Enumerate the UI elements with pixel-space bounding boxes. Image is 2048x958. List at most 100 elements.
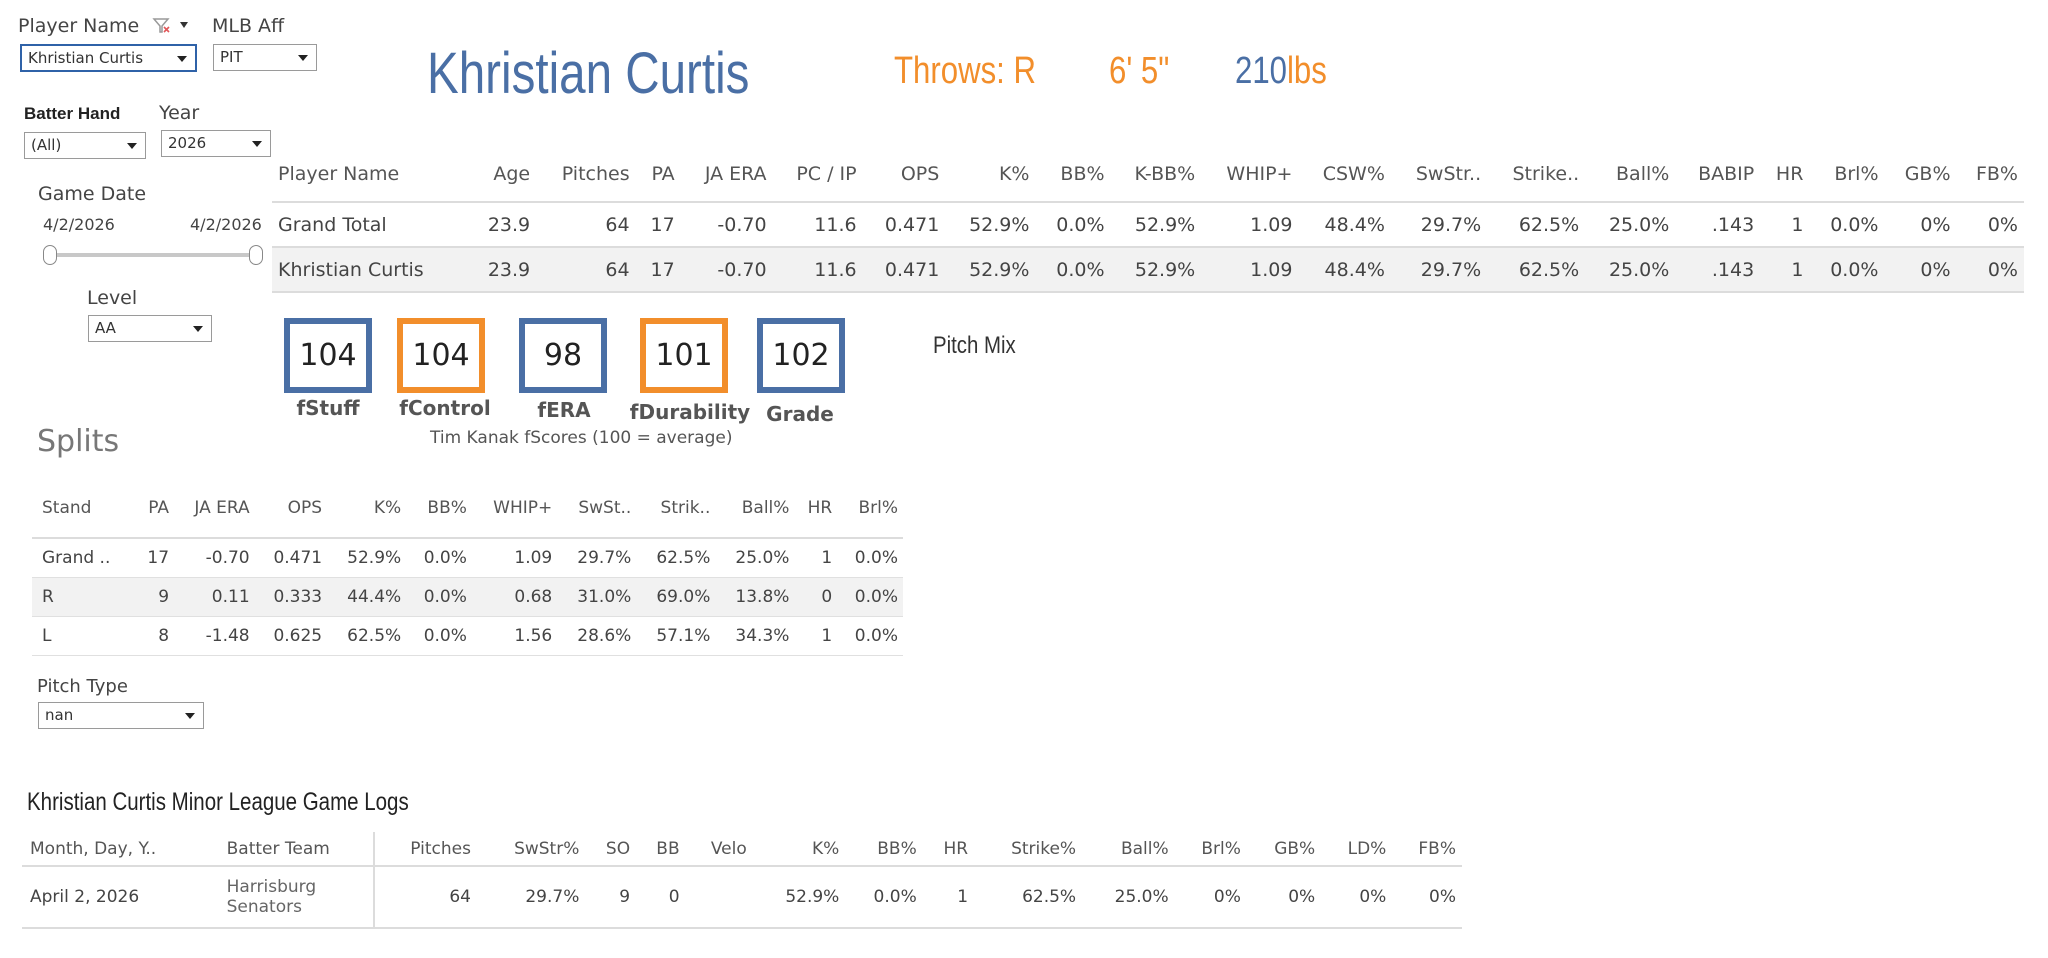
table-cell: 0.0%: [1035, 247, 1111, 293]
column-header[interactable]: OPS: [862, 146, 946, 203]
pitch-type-filter-label: Pitch Type: [37, 676, 128, 697]
table-row[interactable]: Grand Total 23.9 64 17 -0.70 11.6 0.471 …: [272, 202, 2024, 248]
fscore-box-grade: 102: [757, 318, 845, 393]
table-cell: 62.5%: [1487, 247, 1586, 293]
table-cell: 0.625: [254, 616, 328, 656]
table-cell: 0.0%: [406, 538, 472, 578]
table-cell: -0.70: [680, 247, 773, 293]
column-header[interactable]: Age: [468, 146, 537, 203]
table-cell: -1.48: [174, 616, 255, 656]
column-header[interactable]: SwSt..: [557, 478, 637, 539]
column-header[interactable]: OPS: [254, 478, 328, 539]
table-cell: 0.0%: [1809, 202, 1885, 248]
column-header[interactable]: BABIP: [1675, 146, 1761, 203]
column-header[interactable]: PA: [635, 146, 681, 203]
column-header[interactable]: K%: [327, 478, 407, 539]
table-cell: 0%: [1956, 202, 2024, 248]
column-header[interactable]: GB%: [1246, 832, 1322, 867]
column-header[interactable]: Brl%: [1809, 146, 1885, 203]
column-header[interactable]: K%: [945, 146, 1036, 203]
table-cell: 1.09: [1201, 247, 1299, 293]
chevron-down-icon: [185, 713, 195, 719]
column-header[interactable]: HR: [1760, 146, 1810, 203]
table-cell: 25.0%: [1082, 866, 1175, 929]
column-header[interactable]: CSW%: [1298, 146, 1391, 203]
table-cell: 48.4%: [1298, 247, 1391, 293]
game-date-slider-end-handle[interactable]: [249, 245, 263, 265]
batter-hand-dropdown[interactable]: (All): [24, 132, 146, 159]
table-cell: 64: [536, 202, 636, 248]
column-header[interactable]: JA ERA: [680, 146, 773, 203]
column-header[interactable]: Brl%: [837, 478, 903, 539]
table-cell: 52.9%: [945, 247, 1036, 293]
column-header[interactable]: FB%: [1956, 146, 2024, 203]
column-header[interactable]: BB%: [406, 478, 472, 539]
column-header[interactable]: Player Name: [272, 146, 469, 203]
player-name-dropdown[interactable]: Khristian Curtis: [20, 44, 197, 72]
column-header[interactable]: LD%: [1321, 832, 1393, 867]
table-cell: 8: [134, 616, 175, 656]
column-header[interactable]: BB%: [1035, 146, 1111, 203]
column-header[interactable]: Month, Day, Y..: [22, 832, 219, 867]
column-header[interactable]: WHIP+: [1201, 146, 1299, 203]
game-date-filter-label: Game Date: [38, 183, 147, 205]
column-header[interactable]: GB%: [1884, 146, 1957, 203]
table-cell: 0.0%: [837, 538, 903, 578]
column-header[interactable]: PC / IP: [772, 146, 863, 203]
column-header[interactable]: Pitches: [373, 832, 477, 867]
fscore-box-fstuff: 104: [284, 318, 372, 393]
column-header[interactable]: K-BB%: [1110, 146, 1202, 203]
table-cell: 0.0%: [837, 616, 903, 656]
column-header[interactable]: Ball%: [1082, 832, 1175, 867]
column-header[interactable]: Ball%: [715, 478, 795, 539]
column-header[interactable]: Batter Team: [218, 832, 375, 867]
column-header[interactable]: PA: [134, 478, 175, 539]
filter-clear-icon[interactable]: [152, 16, 192, 36]
column-header[interactable]: WHIP+: [471, 478, 558, 539]
player-summary-table: Player Name Age Pitches PA JA ERA PC / I…: [272, 146, 2024, 293]
column-header[interactable]: HR: [922, 832, 975, 867]
table-cell: 1.09: [1201, 202, 1299, 248]
column-header[interactable]: Stand: [32, 478, 135, 539]
fscore-box-fcontrol: 104: [397, 318, 485, 393]
game-date-slider-start-handle[interactable]: [43, 245, 57, 265]
table-row[interactable]: L 8 -1.48 0.625 62.5% 0.0% 1.56 28.6% 57…: [32, 616, 903, 656]
column-header[interactable]: JA ERA: [174, 478, 255, 539]
column-header[interactable]: Pitches: [536, 146, 636, 203]
table-cell: Grand Total: [272, 202, 469, 248]
column-header[interactable]: K%: [752, 832, 846, 867]
table-cell: 0.0%: [845, 866, 923, 929]
chevron-down-icon: [177, 56, 187, 62]
column-header[interactable]: HR: [794, 478, 838, 539]
mlb-aff-filter-label: MLB Aff: [212, 15, 285, 37]
column-header[interactable]: SwStr%: [476, 832, 586, 867]
column-header[interactable]: Strike..: [1487, 146, 1586, 203]
column-header[interactable]: Strik..: [636, 478, 716, 539]
column-header[interactable]: FB%: [1392, 832, 1462, 867]
column-header[interactable]: Strike%: [974, 832, 1083, 867]
mlb-aff-dropdown[interactable]: PIT: [213, 44, 317, 71]
column-header[interactable]: Ball%: [1585, 146, 1676, 203]
table-row[interactable]: R 9 0.11 0.333 44.4% 0.0% 0.68 31.0% 69.…: [32, 577, 903, 617]
table-cell: 0.0%: [1035, 202, 1111, 248]
column-header[interactable]: Brl%: [1174, 832, 1247, 867]
table-cell: 23.9: [468, 247, 537, 293]
pitch-type-dropdown[interactable]: nan: [38, 702, 204, 729]
table-row[interactable]: Grand .. 17 -0.70 0.471 52.9% 0.0% 1.09 …: [32, 538, 903, 578]
table-cell: 69.0%: [636, 577, 716, 617]
table-row[interactable]: Khristian Curtis 23.9 64 17 -0.70 11.6 0…: [272, 247, 2024, 293]
level-dropdown[interactable]: AA: [88, 315, 212, 342]
column-header[interactable]: SwStr..: [1390, 146, 1488, 203]
table-row[interactable]: April 2, 2026 Harrisburg Senators 64 29.…: [22, 866, 1462, 929]
column-header[interactable]: BB: [636, 832, 686, 867]
table-cell: 0.0%: [837, 577, 903, 617]
game-date-start: 4/2/2026: [43, 215, 115, 234]
game-logs-table: Month, Day, Y.. Batter Team Pitches SwSt…: [22, 832, 1462, 929]
table-cell: 0: [794, 577, 838, 617]
column-header[interactable]: Velo: [685, 832, 753, 867]
column-header[interactable]: SO: [585, 832, 637, 867]
year-dropdown[interactable]: 2026: [161, 130, 271, 157]
table-cell: 1: [794, 616, 838, 656]
column-header[interactable]: BB%: [845, 832, 923, 867]
fscore-box-fdurability: 101: [640, 318, 728, 393]
